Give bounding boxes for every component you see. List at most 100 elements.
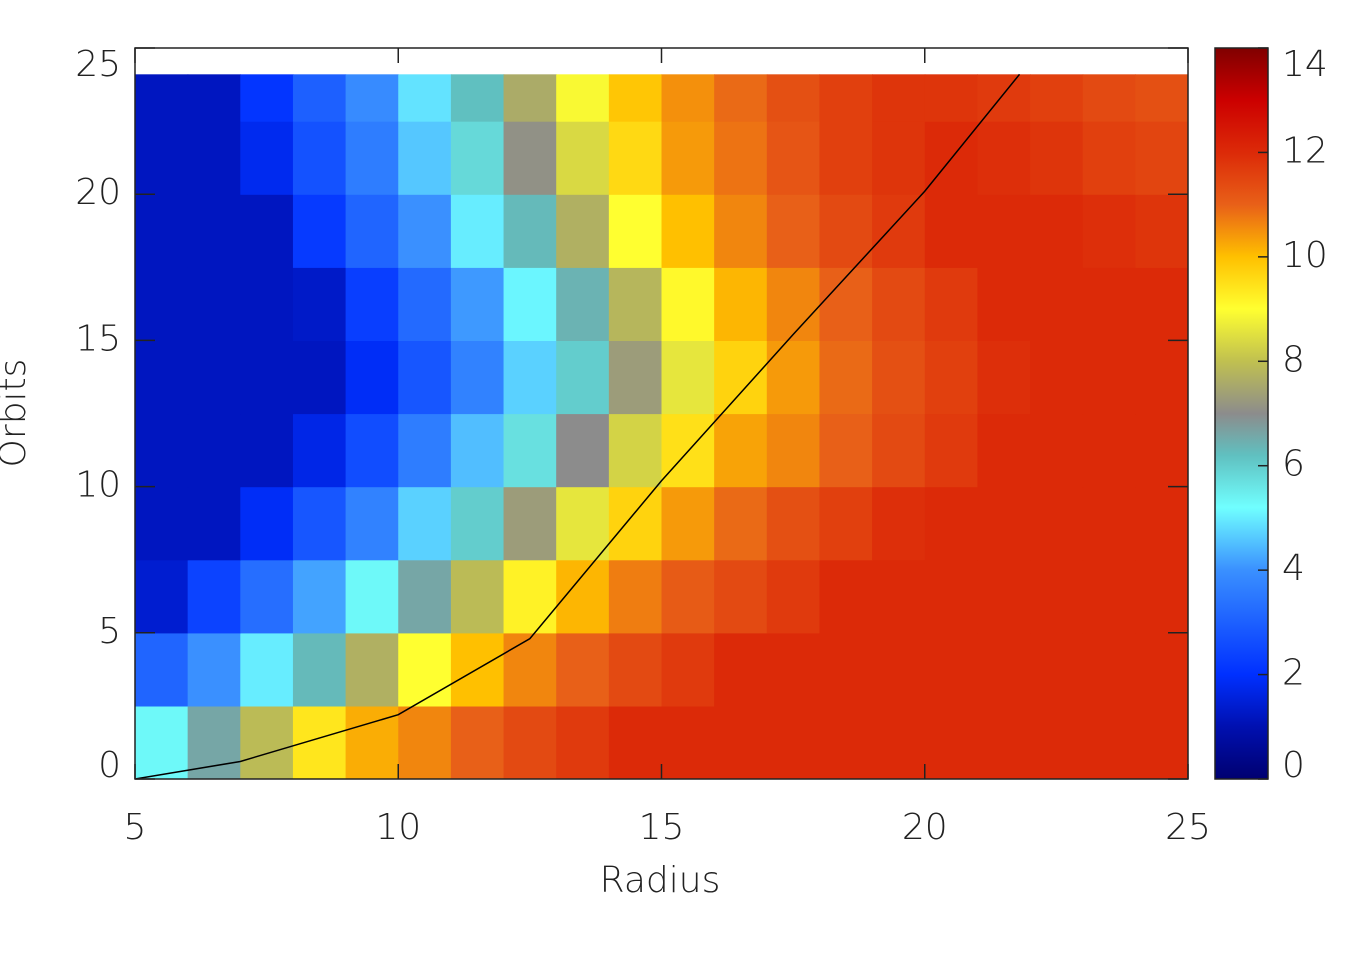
colorbar-tick-label: 10 — [1282, 235, 1328, 276]
heatmap-cell — [977, 632, 1031, 707]
colorbar-tick-label: 8 — [1282, 339, 1305, 380]
heatmap-cell — [714, 340, 768, 415]
heatmap-cell — [1030, 413, 1084, 488]
x-axis-label: Radius — [600, 860, 721, 901]
heatmap-cell — [977, 194, 1031, 268]
heatmap-cell — [503, 74, 557, 122]
heatmap-cell — [714, 194, 768, 268]
heatmap-cell — [1135, 632, 1188, 707]
heatmap-cell — [345, 632, 399, 707]
x-tick-label: 15 — [639, 807, 685, 848]
colorbar — [1214, 47, 1269, 780]
heatmap-cell — [714, 632, 768, 707]
heatmap-cell — [503, 632, 557, 707]
heatmap-cell — [1030, 486, 1084, 561]
heatmap-cell — [398, 194, 452, 268]
heatmap-cell — [240, 413, 294, 488]
heatmap-cell — [135, 486, 189, 561]
heatmap-cell — [872, 559, 926, 634]
heatmap-cell — [1082, 121, 1136, 195]
heatmap-cell — [872, 632, 926, 707]
heatmap-cell — [240, 559, 294, 634]
heatmap-cell — [872, 340, 926, 415]
x-tick-label: 5 — [124, 807, 147, 848]
heatmap-cell — [819, 121, 873, 195]
heatmap-cell — [608, 486, 663, 561]
heatmap-cell — [1135, 340, 1188, 415]
heatmap-cell — [1135, 267, 1188, 341]
heatmap-cell — [608, 121, 663, 195]
heatmap-cell — [556, 74, 610, 122]
heatmap-cell — [345, 121, 399, 195]
heatmap-cell — [714, 705, 768, 779]
heatmap-cell — [292, 194, 347, 268]
heatmap-cell — [450, 121, 505, 195]
heatmap-cell — [135, 340, 189, 415]
heatmap-cell — [872, 121, 926, 195]
heatmap-cell — [187, 632, 241, 707]
heatmap-cell — [872, 486, 926, 561]
x-tick-label: 25 — [1165, 807, 1211, 848]
heatmap-cell — [556, 340, 610, 415]
heatmap-cell — [450, 340, 505, 415]
x-tick-label: 10 — [375, 807, 421, 848]
heatmap-cell — [450, 74, 505, 122]
heatmap-cell — [556, 413, 610, 488]
heatmap-cell — [187, 74, 241, 122]
heatmap-cell — [766, 194, 821, 268]
heatmap-cell — [292, 705, 347, 779]
colorbar-tick-label: 2 — [1282, 653, 1305, 694]
heatmap-cell — [608, 267, 663, 341]
y-tick-label: 15 — [75, 318, 121, 359]
heatmap-cell — [398, 74, 452, 122]
heatmap-cell — [345, 705, 399, 779]
heatmap-cell — [661, 559, 715, 634]
heatmap-cell — [503, 340, 557, 415]
heatmap-cell — [135, 413, 189, 488]
heatmap-cell — [1030, 121, 1084, 195]
heatmap-cell — [450, 194, 505, 268]
heatmap-cell — [819, 559, 873, 634]
heatmap-cell — [503, 559, 557, 634]
heatmap-cell — [398, 705, 452, 779]
heatmap-cell — [766, 74, 821, 122]
heatmap-cell — [819, 413, 873, 488]
heatmap-cell — [1082, 340, 1136, 415]
heatmap-cell — [872, 413, 926, 488]
heatmap-cell — [135, 559, 189, 634]
heatmap-cell — [819, 340, 873, 415]
heatmap-cell — [556, 267, 610, 341]
heatmap-cell — [398, 559, 452, 634]
heatmap-cell — [872, 74, 926, 122]
heatmap-cell — [661, 632, 715, 707]
heatmap-cell — [240, 194, 294, 268]
heatmap-cell — [1030, 632, 1084, 707]
heatmap-cell — [1082, 267, 1136, 341]
heatmap-cell — [345, 74, 399, 122]
heatmap-cell — [924, 559, 978, 634]
heatmap-cell — [345, 194, 399, 268]
heatmap-cell — [1135, 121, 1188, 195]
heatmap-cell — [977, 486, 1031, 561]
heatmap-cell — [292, 340, 347, 415]
y-tick-label: 25 — [75, 44, 121, 85]
heatmap-cell — [1135, 705, 1188, 779]
heatmap-cell — [1030, 74, 1084, 122]
heatmap-cell — [661, 267, 715, 341]
heatmap-cell — [608, 413, 663, 488]
heatmap-cell — [608, 74, 663, 122]
heatmap-cell — [450, 413, 505, 488]
heatmap-cell — [398, 267, 452, 341]
heatmap-cell — [187, 340, 241, 415]
heatmap-cell — [819, 194, 873, 268]
heatmap-cell — [1082, 559, 1136, 634]
heatmap-cell — [292, 486, 347, 561]
heatmap-cell — [135, 705, 189, 779]
heatmap-cell — [292, 559, 347, 634]
heatmap-cell — [661, 340, 715, 415]
heatmap-cell — [819, 267, 873, 341]
heatmap-cell — [292, 121, 347, 195]
heatmap-cell — [766, 559, 821, 634]
heatmap-cell — [135, 632, 189, 707]
heatmap-cell — [924, 632, 978, 707]
